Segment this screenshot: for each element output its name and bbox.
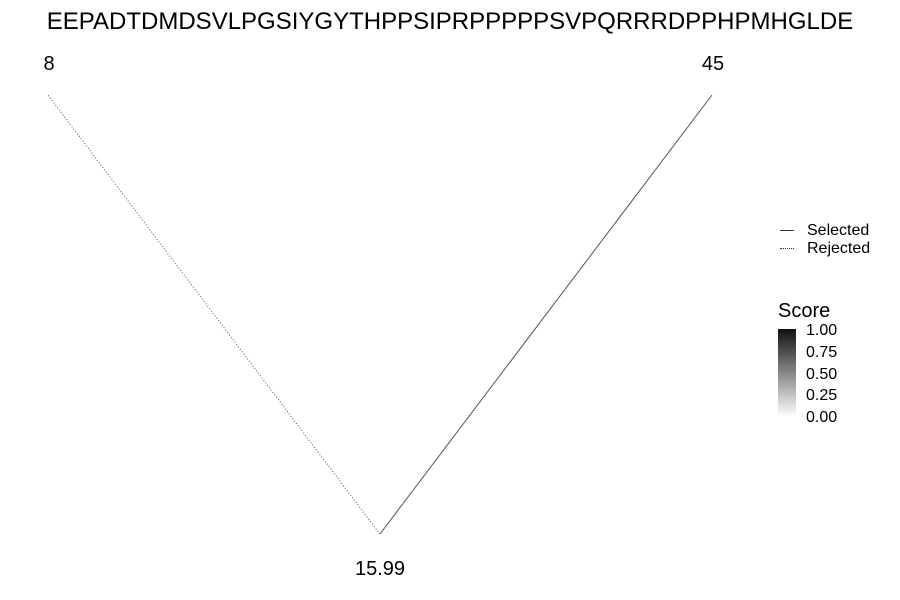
legend-item-rejected: Rejected [778,240,870,258]
score-ticks: 1.00 0.75 0.50 0.25 0.00 [796,323,876,426]
score-tick-label: 0.00 [806,409,838,426]
linetype-legend: Selected Rejected [778,222,870,258]
legend-item-selected: Selected [778,222,870,240]
score-tick-label: 0.50 [806,366,838,383]
legend-label-rejected: Rejected [807,240,871,257]
node-label-root: 15.99 [354,558,406,580]
score-legend-title: Score [778,300,831,322]
score-tick-label: 0.75 [806,344,838,361]
legend-label-selected: Selected [807,222,870,239]
sequence-title: EEPADTDMDSVLPGSIYGYTHPPSIPRPPPPPSVPQRRRD… [46,8,854,35]
edge-selected [379,94,713,535]
score-legend: Score 1.00 0.75 0.50 0.25 0.00 [778,300,876,426]
dotted-line-key [778,244,800,254]
solid-line-key [778,226,800,236]
score-tick-label: 0.25 [806,387,838,404]
node-label-right: 45 [701,53,725,75]
score-tick-label: 1.00 [806,322,838,339]
score-colorbar [778,329,796,417]
node-label-left: 8 [43,53,55,75]
edge-rejected [47,94,381,535]
